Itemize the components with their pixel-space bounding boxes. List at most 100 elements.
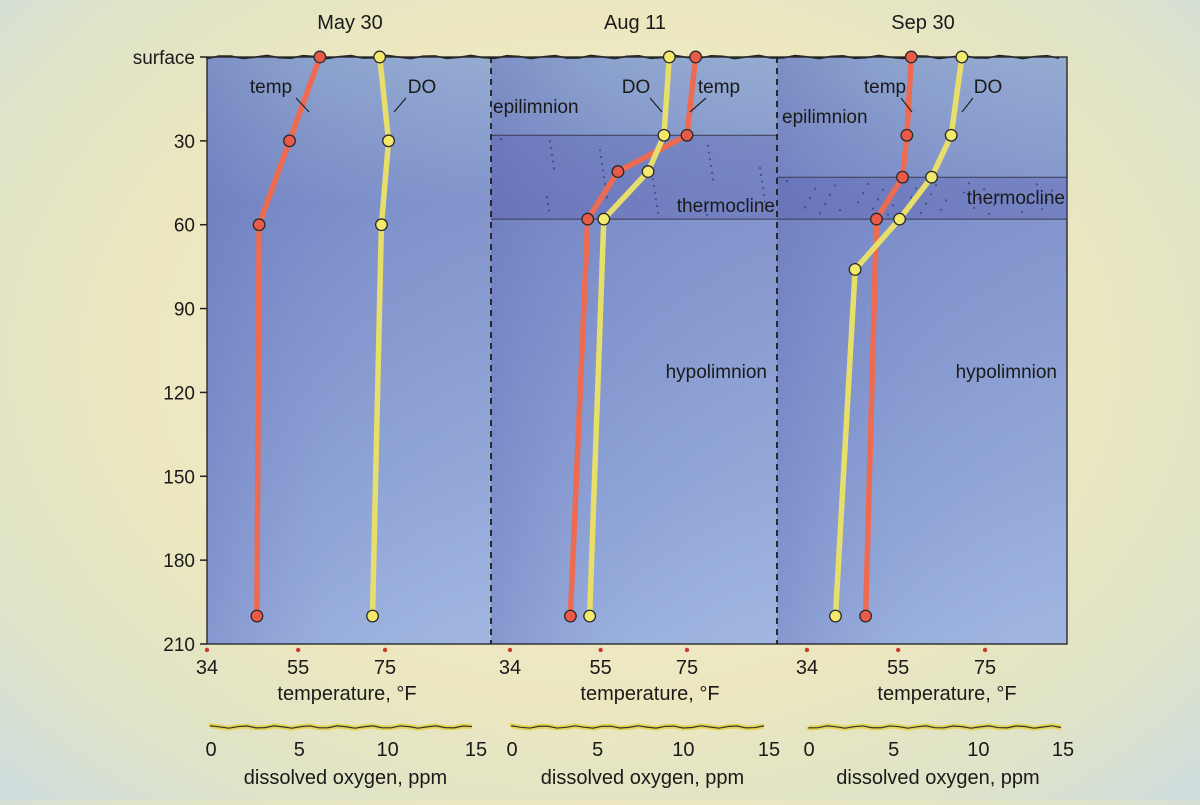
do-point [944, 128, 958, 142]
temp-series-label: temp [698, 77, 740, 98]
panel-title-2: Aug 11 [604, 12, 666, 34]
thermocline-speck [759, 173, 763, 176]
do-label-leader [649, 97, 663, 113]
do-tick-15: 15 [1052, 739, 1074, 761]
thermocline-speck [1045, 198, 1049, 201]
do-tick-0: 0 [803, 739, 814, 761]
thermocline-speck [603, 182, 607, 185]
temp-point [859, 609, 873, 623]
temp-label-leader [689, 97, 707, 113]
thermocline-speck [550, 153, 554, 156]
temp-tick-55: 55 [287, 657, 309, 679]
temp-tick-55: 55 [590, 657, 612, 679]
thermocline-speck [929, 193, 933, 196]
do-tick-15: 15 [465, 739, 487, 761]
thermocline-speck [939, 208, 943, 211]
temp-line-1 [254, 54, 323, 619]
thermocline-speck [546, 202, 550, 205]
depth-tick-surface: surface [133, 48, 195, 69]
do-axis-line [808, 725, 1062, 729]
thermal-layers: epilimnion thermocline hypolimnion epilimni… [491, 97, 1067, 383]
temp-tickmark [684, 647, 690, 653]
thermocline-speck [828, 193, 832, 196]
thermocline-speck [914, 187, 918, 190]
temp-tickmark [507, 647, 513, 653]
thermocline-speck [761, 187, 765, 190]
temp-tickmark [382, 647, 388, 653]
thermocline-speck [601, 169, 605, 172]
depth-axis: surface 30 60 90 120 150 180 210 [133, 48, 207, 656]
thermocline-speck [499, 138, 503, 141]
temp-point [870, 212, 883, 226]
thermocline-speck [944, 199, 948, 202]
thermocline-speck [598, 149, 602, 152]
oxygen-axis-label: dissolved oxygen, ppm [244, 767, 447, 789]
thermocline-speck [934, 183, 938, 187]
thermocline-label: thermocline [677, 196, 775, 217]
thermocline-speck [785, 180, 789, 183]
do-tick-0: 0 [506, 739, 517, 761]
temp-tickmark [295, 647, 301, 653]
thermocline-speck [706, 144, 710, 147]
epilimnion-label: epilimnion [493, 97, 579, 118]
thermocline-speck [967, 182, 971, 185]
thermocline-speck [655, 205, 659, 208]
thermocline-speck [1040, 207, 1044, 211]
temp-tickmark [598, 647, 603, 653]
do-point [657, 128, 671, 142]
thermocline-speck [651, 178, 655, 181]
temp-tick-34: 34 [499, 657, 521, 679]
panel-title-3: Sep 30 [891, 12, 954, 34]
thermocline-speck [924, 202, 928, 205]
thermocline-speck [708, 158, 712, 161]
thermocline-label: thermocline [967, 188, 1065, 209]
thermocline-speck [1020, 211, 1024, 214]
temp-tick-34: 34 [196, 657, 218, 679]
temp-tick-75: 75 [974, 657, 996, 679]
do-tick-15: 15 [758, 739, 780, 761]
do-series-label: DO [974, 77, 1003, 98]
depth-tick-30: 30 [174, 132, 195, 153]
thermocline-speck [705, 213, 709, 217]
thermocline-speck [881, 188, 885, 192]
thermocline-speck [972, 206, 976, 210]
thermocline-speck [551, 160, 555, 163]
thermocline-speck [549, 147, 553, 150]
thermocline-speck [1025, 201, 1029, 205]
plot-frame [206, 56, 1068, 645]
temp-tickmark [804, 647, 810, 653]
do-point [662, 50, 676, 64]
thermocline-band-2 [491, 135, 777, 220]
temp-point [313, 50, 327, 64]
do-line-3 [832, 54, 965, 619]
thermocline-speck [600, 162, 604, 165]
thermocline-speck [813, 187, 817, 190]
do-axis-line [511, 725, 765, 729]
thermocline-speck [602, 176, 606, 179]
temp-tickmark [895, 647, 901, 653]
thermocline-speck [760, 180, 764, 183]
thermocline-speck [710, 171, 714, 174]
temp-label-leader [295, 97, 310, 113]
temperature-axis-label: temperature, °F [277, 683, 416, 705]
thermocline-speck [1035, 183, 1039, 186]
thermocline-speck [599, 155, 603, 159]
do-point [829, 609, 842, 623]
do-line-1 [369, 54, 392, 619]
temp-tick-75: 75 [374, 657, 396, 679]
do-point [382, 134, 396, 148]
do-tick-5: 5 [592, 739, 603, 761]
do-point [373, 50, 387, 64]
series-layer: temp DO temp DO temp DO [250, 50, 1003, 623]
thermocline-speck [547, 209, 551, 212]
thermocline-speck [919, 211, 923, 214]
depth-tick-150: 150 [163, 467, 195, 488]
oxygen-axis-label: dissolved oxygen, ppm [836, 767, 1039, 789]
water-background [206, 54, 1068, 645]
temp-point [896, 170, 909, 184]
thermocline-speck [977, 197, 981, 200]
temp-point [611, 165, 625, 179]
do-point [583, 609, 597, 623]
